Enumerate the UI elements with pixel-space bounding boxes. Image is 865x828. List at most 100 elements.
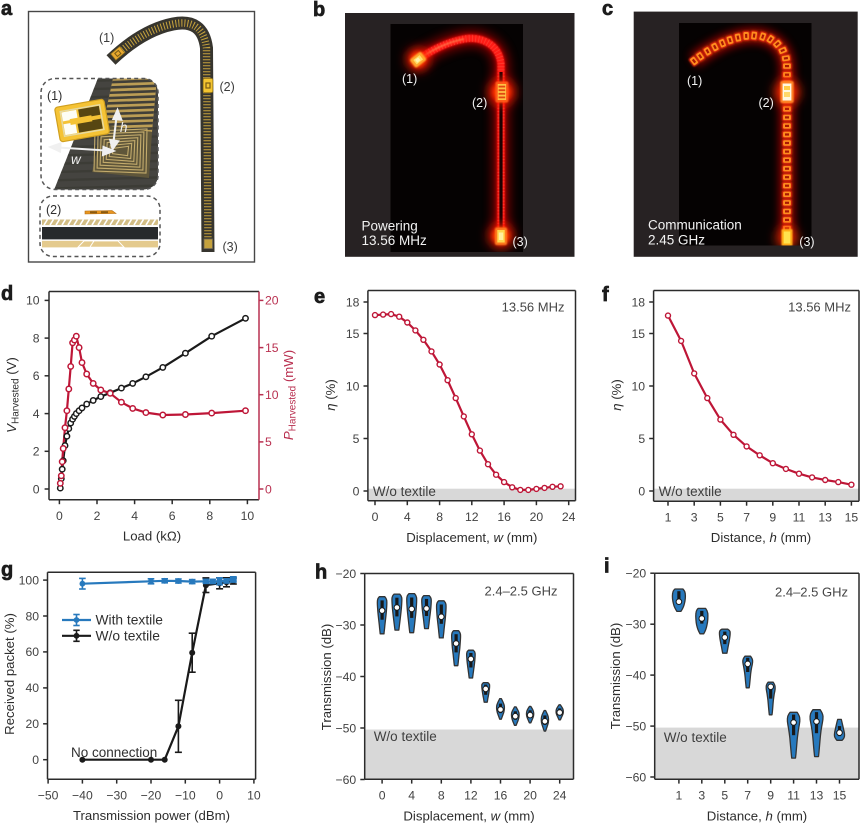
svg-text:0: 0 <box>638 484 645 498</box>
svg-text:0: 0 <box>33 482 40 496</box>
svg-text:24: 24 <box>562 510 576 524</box>
svg-text:Load (kΩ): Load (kΩ) <box>123 529 181 544</box>
svg-text:η (%): η (%) <box>323 379 338 411</box>
svg-text:(1): (1) <box>687 74 702 88</box>
svg-text:10: 10 <box>346 379 360 393</box>
svg-text:No connection: No connection <box>71 745 157 760</box>
svg-text:3: 3 <box>691 511 698 525</box>
svg-text:8: 8 <box>436 510 443 524</box>
svg-text:−30: −30 <box>626 618 647 632</box>
svg-text:0: 0 <box>32 753 39 767</box>
svg-text:(2): (2) <box>46 203 61 217</box>
svg-text:6: 6 <box>169 509 176 523</box>
svg-text:Powering: Powering <box>362 219 418 234</box>
svg-text:(2): (2) <box>220 80 235 94</box>
svg-text:Received packet (%): Received packet (%) <box>2 613 17 735</box>
svg-text:(2): (2) <box>759 96 774 110</box>
svg-text:5: 5 <box>353 432 360 446</box>
svg-text:Transmission (dB): Transmission (dB) <box>319 624 334 731</box>
svg-text:a: a <box>1 0 13 20</box>
svg-text:W/o textile: W/o textile <box>659 484 722 499</box>
svg-text:f: f <box>602 284 609 306</box>
svg-text:Distance, h (mm): Distance, h (mm) <box>711 530 811 545</box>
svg-text:13: 13 <box>818 511 832 525</box>
svg-text:e: e <box>314 286 325 308</box>
svg-text:Distance, h (mm): Distance, h (mm) <box>707 808 807 823</box>
svg-text:15: 15 <box>833 789 847 803</box>
svg-text:0: 0 <box>379 789 386 803</box>
svg-text:c: c <box>602 0 613 20</box>
svg-text:−20: −20 <box>141 789 162 803</box>
svg-text:−20: −20 <box>336 567 357 581</box>
svg-text:With textile: With textile <box>96 613 164 628</box>
svg-text:5: 5 <box>638 432 645 446</box>
svg-text:η (%): η (%) <box>609 379 624 411</box>
svg-text:(3): (3) <box>513 235 528 249</box>
svg-text:12: 12 <box>464 789 478 803</box>
svg-text:Displacement, w (mm): Displacement, w (mm) <box>403 808 534 823</box>
svg-text:−60: −60 <box>626 770 647 784</box>
svg-text:Transmission power (dBm): Transmission power (dBm) <box>73 808 230 823</box>
svg-text:16: 16 <box>494 789 508 803</box>
svg-text:10: 10 <box>632 379 646 393</box>
svg-text:(1): (1) <box>47 89 62 103</box>
svg-text:(3): (3) <box>223 240 238 254</box>
svg-text:h: h <box>120 120 128 135</box>
svg-text:20: 20 <box>25 717 39 731</box>
svg-text:20: 20 <box>530 510 544 524</box>
svg-text:16: 16 <box>497 510 511 524</box>
svg-text:0: 0 <box>353 484 360 498</box>
svg-text:0: 0 <box>265 482 272 496</box>
svg-text:12: 12 <box>465 510 479 524</box>
svg-text:13.56 MHz: 13.56 MHz <box>502 300 565 315</box>
svg-text:18: 18 <box>632 295 646 309</box>
svg-text:−40: −40 <box>626 668 647 682</box>
svg-text:4: 4 <box>408 789 415 803</box>
svg-text:1: 1 <box>676 789 683 803</box>
svg-text:(2): (2) <box>472 96 487 110</box>
svg-text:W/o textile: W/o textile <box>373 484 436 499</box>
svg-text:1: 1 <box>665 511 672 525</box>
svg-text:−20: −20 <box>626 567 647 581</box>
svg-text:20: 20 <box>265 294 279 308</box>
svg-text:0: 0 <box>56 509 63 523</box>
svg-text:10: 10 <box>26 294 40 308</box>
svg-text:−50: −50 <box>336 721 357 735</box>
svg-text:7: 7 <box>744 789 751 803</box>
svg-text:(1): (1) <box>99 31 114 45</box>
svg-text:8: 8 <box>206 509 213 523</box>
svg-text:8: 8 <box>438 789 445 803</box>
svg-text:g: g <box>1 559 13 581</box>
svg-text:Displacement, w (mm): Displacement, w (mm) <box>406 530 537 545</box>
svg-text:5: 5 <box>265 435 272 449</box>
svg-text:13.56 MHz: 13.56 MHz <box>788 300 851 315</box>
svg-text:0: 0 <box>372 510 379 524</box>
svg-text:4: 4 <box>33 407 40 421</box>
svg-text:8: 8 <box>33 331 40 345</box>
svg-text:60: 60 <box>25 645 39 659</box>
svg-text:10: 10 <box>241 509 255 523</box>
svg-text:Transmission (dB): Transmission (dB) <box>608 623 623 730</box>
svg-text:6: 6 <box>33 369 40 383</box>
svg-text:5: 5 <box>721 789 728 803</box>
svg-text:VHarvested (V): VHarvested (V) <box>4 357 22 433</box>
svg-text:d: d <box>1 283 13 305</box>
svg-text:9: 9 <box>767 789 774 803</box>
svg-text:W/o textile: W/o textile <box>374 729 437 744</box>
svg-text:PHarvested (mW): PHarvested (mW) <box>281 350 299 440</box>
svg-text:2.45 GHz: 2.45 GHz <box>648 233 705 248</box>
svg-text:5: 5 <box>717 511 724 525</box>
svg-text:100: 100 <box>19 573 40 587</box>
svg-text:9: 9 <box>769 511 776 525</box>
svg-text:h: h <box>315 562 327 584</box>
svg-text:15: 15 <box>845 511 859 525</box>
svg-text:(3): (3) <box>799 235 814 249</box>
svg-text:(1): (1) <box>402 72 417 86</box>
svg-text:3: 3 <box>698 789 705 803</box>
svg-text:b: b <box>313 0 325 21</box>
svg-text:24: 24 <box>553 789 567 803</box>
svg-text:i: i <box>604 556 610 578</box>
svg-text:4: 4 <box>131 509 138 523</box>
svg-text:11: 11 <box>787 789 800 803</box>
svg-text:13.56 MHz: 13.56 MHz <box>362 233 428 248</box>
